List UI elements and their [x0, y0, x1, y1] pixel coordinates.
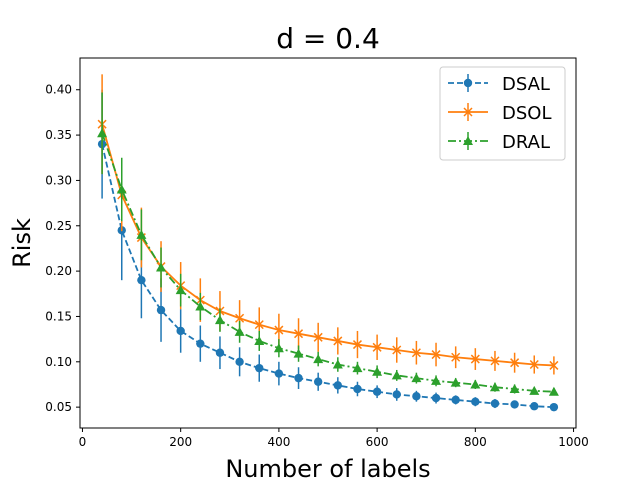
legend-label-dral: DRAL: [502, 132, 550, 153]
dsal-point: [176, 326, 185, 336]
dral-point: [450, 377, 461, 387]
dral-point: [411, 373, 422, 383]
dral-point: [391, 370, 402, 380]
dsol-point: [294, 329, 304, 339]
dsal-point: [530, 402, 539, 411]
dral-point: [116, 184, 127, 194]
dsol-point: [431, 350, 441, 360]
y-tick-label: 0.30: [45, 173, 72, 187]
legend-marker-dral: [463, 136, 473, 145]
dral-point: [352, 363, 363, 373]
dral-point: [175, 285, 186, 295]
y-tick-label: 0.05: [45, 400, 72, 414]
dral-point: [431, 375, 442, 385]
y-tick-label: 0.10: [45, 355, 72, 369]
dsal-point: [549, 402, 559, 412]
dsal-point: [451, 395, 460, 405]
x-axis-label: Number of labels: [225, 455, 430, 480]
legend-marks: [448, 74, 488, 150]
y-tick-label: 0.20: [45, 264, 72, 278]
dsol-point: [254, 320, 264, 330]
dral-point: [529, 385, 540, 395]
legend: DSAL DSOL DRAL: [439, 66, 566, 161]
legend-label-dsol: DSOL: [502, 103, 551, 124]
dsol-point: [510, 358, 520, 368]
dsol-point: [313, 332, 323, 342]
dsal-point: [510, 400, 519, 409]
dral-point: [234, 326, 245, 336]
dral-point: [548, 386, 559, 396]
x-tick-label: 200: [169, 435, 192, 449]
dral-point: [195, 301, 206, 311]
dsal-point: [353, 384, 362, 394]
dral-point: [214, 315, 225, 325]
dsol-point: [392, 345, 402, 355]
dsal-point: [255, 363, 264, 373]
dsal-point: [215, 348, 225, 357]
plot-area: [97, 74, 559, 412]
dral-point: [97, 128, 108, 138]
dsal-point: [156, 305, 166, 315]
dral-point: [372, 366, 383, 376]
dsol-point: [372, 342, 382, 352]
dral-point: [509, 384, 520, 394]
dral-point: [254, 335, 265, 345]
dsal-point: [313, 377, 323, 386]
y-tick-label: 0.35: [45, 128, 72, 142]
dral-point: [332, 359, 343, 369]
dsol-point: [451, 352, 461, 362]
chart-title: d = 0.4: [276, 22, 380, 55]
dral-point: [293, 348, 304, 358]
dsol-point: [352, 340, 362, 350]
series-dral: [97, 92, 559, 396]
dsol-point: [529, 359, 539, 370]
dral-point: [470, 379, 481, 389]
x-tick-label: 800: [464, 435, 487, 449]
dsol-point: [274, 325, 284, 335]
x-tick-label: 1000: [558, 435, 589, 449]
dsal-point: [294, 373, 303, 383]
legend-label-dsal: DSAL: [502, 74, 550, 95]
dsol-point: [333, 336, 343, 346]
dsal-point: [392, 390, 401, 399]
dsal-point: [372, 387, 382, 396]
dral-point: [273, 343, 284, 353]
series-dsal: [97, 89, 559, 412]
dral-line: [101, 132, 554, 393]
y-tick-label: 0.15: [45, 309, 72, 323]
dsol-point: [549, 360, 559, 370]
dsal-point: [412, 392, 421, 401]
dral-point: [489, 382, 500, 392]
dsol-point: [235, 313, 245, 323]
dral-point: [136, 229, 147, 239]
dsal-point: [333, 381, 343, 390]
legend-marker-dsal: [463, 78, 473, 88]
y-tick-label: 0.25: [45, 219, 72, 233]
dsal-point: [274, 369, 284, 378]
x-tick-label: 400: [267, 435, 290, 449]
dsal-point: [471, 397, 480, 406]
dsol-point: [411, 348, 421, 358]
y-tick-label: 0.40: [45, 83, 72, 97]
y-axis-label: Risk: [8, 218, 36, 268]
dsal-point: [235, 357, 244, 366]
dsal-point: [137, 275, 146, 285]
legend-box: [439, 66, 566, 161]
legend-marker-dsol: [463, 107, 473, 117]
dral-point: [313, 354, 324, 364]
dsol-point: [470, 354, 480, 364]
x-tick-label: 0: [79, 435, 87, 449]
dsal-point: [431, 393, 441, 403]
dral-point: [156, 262, 167, 272]
axis-ticks: 0 200 400 600 800 1000 0.05 0.10 0.15 0.20 0.25 0.3…: [45, 83, 589, 449]
dsal-point: [196, 339, 205, 348]
x-tick-label: 600: [366, 435, 389, 449]
dsal-point: [490, 399, 500, 408]
dsol-point: [490, 356, 500, 366]
axes-frame: [79, 57, 577, 429]
